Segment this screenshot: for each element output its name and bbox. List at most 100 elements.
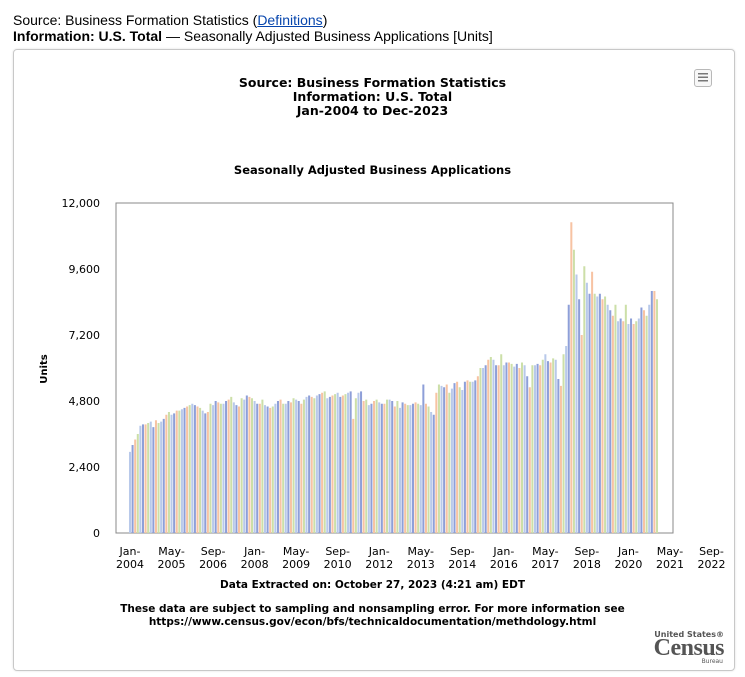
bar bbox=[554, 359, 557, 533]
bar bbox=[201, 410, 204, 534]
bar bbox=[482, 368, 485, 533]
y-axis: 0 2,400 4,800 7,200 9,600 12,000 bbox=[62, 197, 101, 540]
bar bbox=[396, 401, 399, 533]
bar bbox=[152, 427, 155, 534]
x-tick-label: Jan- bbox=[368, 545, 390, 558]
source-line: Source: Business Formation Statistics (D… bbox=[13, 12, 493, 28]
bar bbox=[349, 391, 352, 534]
bar bbox=[214, 401, 217, 533]
bar bbox=[238, 406, 241, 533]
bar bbox=[240, 398, 243, 533]
bar bbox=[305, 396, 308, 534]
bar bbox=[471, 381, 474, 533]
bar bbox=[404, 403, 407, 533]
bar bbox=[279, 399, 282, 534]
bar bbox=[139, 425, 142, 533]
bar bbox=[362, 401, 365, 533]
definitions-link[interactable]: Definitions bbox=[257, 12, 323, 28]
y-tick-label: 7,200 bbox=[69, 329, 101, 342]
x-axis: Jan-2004May-2005Sep-2006Jan-2008May-2009… bbox=[116, 545, 726, 571]
x-tick-label: Sep- bbox=[450, 545, 475, 558]
bar bbox=[261, 399, 264, 534]
bar bbox=[627, 324, 630, 533]
bar bbox=[430, 412, 433, 533]
source-suffix: ) bbox=[322, 12, 328, 28]
bar bbox=[414, 402, 417, 534]
bar bbox=[373, 401, 376, 533]
bar bbox=[344, 394, 347, 534]
bar bbox=[448, 392, 451, 533]
x-tick-label: Jan- bbox=[617, 545, 639, 558]
bar bbox=[591, 271, 594, 533]
bar bbox=[588, 293, 591, 533]
bar bbox=[287, 401, 290, 533]
bar bbox=[154, 420, 157, 533]
bar bbox=[417, 403, 420, 533]
bar bbox=[284, 403, 287, 533]
bar bbox=[474, 380, 477, 534]
bar bbox=[310, 396, 313, 534]
bar bbox=[147, 423, 150, 533]
x-tick-label: Sep- bbox=[325, 545, 350, 558]
bar bbox=[469, 381, 472, 533]
bar bbox=[292, 398, 295, 533]
bar bbox=[136, 434, 139, 533]
bar bbox=[199, 407, 202, 534]
bar bbox=[565, 346, 568, 533]
bar bbox=[648, 304, 651, 533]
bar bbox=[476, 376, 479, 533]
bar bbox=[606, 304, 609, 533]
x-tick-label: 2016 bbox=[490, 558, 518, 571]
x-tick-label: May- bbox=[532, 545, 559, 558]
bar bbox=[243, 399, 246, 534]
bar bbox=[435, 392, 438, 533]
bar bbox=[601, 299, 604, 533]
bar bbox=[295, 399, 298, 534]
bar bbox=[419, 405, 422, 534]
bar bbox=[144, 424, 147, 534]
bar bbox=[502, 365, 505, 533]
bar bbox=[186, 406, 189, 533]
bar bbox=[378, 402, 381, 534]
bar bbox=[204, 413, 207, 534]
bar bbox=[331, 395, 334, 533]
bar bbox=[539, 365, 542, 533]
bar-series bbox=[128, 222, 659, 534]
series-geography: Information: U.S. Total bbox=[13, 28, 163, 44]
bar bbox=[225, 401, 228, 533]
bar bbox=[183, 407, 186, 534]
bar bbox=[209, 403, 212, 533]
logo-text-main: Census bbox=[653, 635, 725, 661]
y-tick-label: 12,000 bbox=[62, 197, 101, 210]
bar bbox=[188, 405, 191, 534]
bar bbox=[217, 402, 220, 534]
bar bbox=[365, 399, 368, 534]
bar bbox=[515, 363, 518, 534]
bar bbox=[289, 402, 292, 534]
bar bbox=[282, 403, 285, 533]
bar bbox=[463, 381, 466, 533]
bar bbox=[157, 423, 160, 533]
bar bbox=[489, 357, 492, 533]
bar bbox=[443, 387, 446, 533]
bar bbox=[508, 362, 511, 533]
bar bbox=[170, 414, 173, 533]
bar bbox=[533, 365, 536, 533]
bar bbox=[165, 414, 168, 533]
hamburger-menu-icon bbox=[698, 73, 708, 82]
sampling-note-url: https://www.census.gov/econ/bfs/technica… bbox=[148, 616, 597, 628]
bar bbox=[645, 315, 648, 533]
bar bbox=[347, 392, 350, 533]
bar bbox=[406, 405, 409, 534]
x-tick-label: 2022 bbox=[698, 558, 726, 571]
bar bbox=[302, 399, 305, 534]
chart-menu-button[interactable] bbox=[694, 69, 712, 87]
bar bbox=[263, 405, 266, 534]
bar bbox=[567, 304, 570, 533]
bar bbox=[617, 321, 620, 533]
x-tick-label: May- bbox=[407, 545, 434, 558]
bar bbox=[160, 421, 163, 534]
bar bbox=[637, 318, 640, 533]
chart-title-line3: Jan-2004 to Dec-2023 bbox=[296, 103, 449, 118]
bar bbox=[487, 359, 490, 533]
